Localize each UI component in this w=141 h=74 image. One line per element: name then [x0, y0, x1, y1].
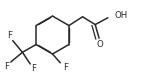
- Text: F: F: [7, 31, 12, 40]
- Text: F: F: [4, 62, 9, 71]
- Text: OH: OH: [115, 11, 128, 20]
- Text: O: O: [97, 40, 103, 49]
- Text: F: F: [63, 63, 68, 72]
- Text: F: F: [31, 64, 36, 73]
